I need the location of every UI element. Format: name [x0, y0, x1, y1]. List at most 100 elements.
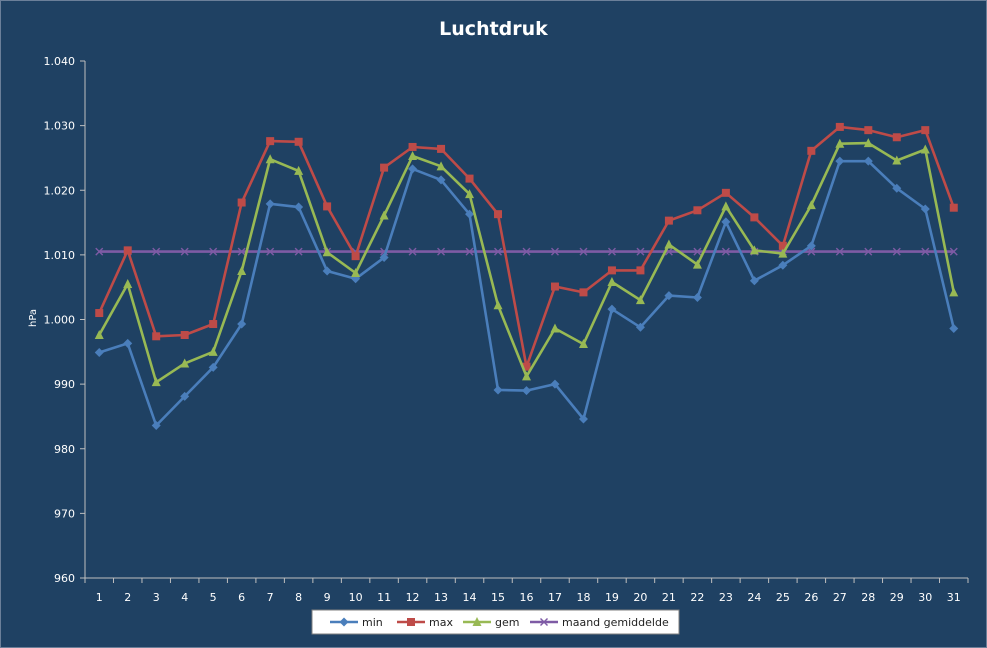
- x-marker-stroke: [266, 247, 275, 256]
- data-point-gem: [578, 339, 588, 349]
- data-point-maand-gemiddelde: [152, 247, 161, 256]
- data-point-gem: [408, 150, 418, 160]
- x-marker-stroke: [807, 247, 816, 256]
- legend-entry-min: min: [330, 616, 383, 629]
- x-marker-stroke: [579, 247, 588, 256]
- series-line-min: [98, 159, 956, 427]
- x-tick-label: 12: [406, 591, 420, 604]
- data-point-maand-gemiddelde: [892, 247, 901, 256]
- data-point-max: [892, 133, 901, 142]
- data-point-max: [123, 246, 132, 255]
- data-point-max: [494, 210, 503, 219]
- legend-box: [311, 609, 680, 635]
- x-marker-stroke: [209, 247, 218, 256]
- x-tick-label: 5: [210, 591, 217, 604]
- data-point-min: [237, 319, 247, 329]
- data-point-gem: [493, 300, 503, 310]
- data-point-gem: [180, 358, 190, 368]
- x-tick-label: 4: [181, 591, 188, 604]
- x-marker-stroke: [636, 247, 645, 256]
- x-tick-label: 2: [124, 591, 131, 604]
- data-point-max: [778, 241, 787, 250]
- data-point-gem: [265, 154, 275, 164]
- legend-entry-gem: gem: [463, 616, 519, 629]
- data-point-min: [920, 204, 930, 214]
- data-point-maand-gemiddelde: [835, 247, 844, 256]
- legend-label: max: [429, 616, 453, 629]
- legend-label: min: [362, 616, 383, 629]
- data-point-max: [607, 266, 616, 275]
- data-point-min: [550, 379, 560, 389]
- legend-marker: [472, 617, 482, 626]
- x-tick-label: 29: [890, 591, 904, 604]
- series-max: [95, 122, 958, 371]
- data-point-gem: [863, 138, 873, 148]
- data-point-gem: [607, 277, 617, 287]
- data-point-maand-gemiddelde: [921, 247, 930, 256]
- chart-title: Luchtdruk: [439, 18, 548, 40]
- data-point-max: [209, 320, 218, 329]
- data-point-max: [95, 309, 104, 318]
- data-point-min: [863, 156, 873, 166]
- x-tick-label: 7: [267, 591, 274, 604]
- data-point-min: [749, 276, 759, 286]
- x-tick-label: 18: [576, 591, 590, 604]
- x-marker-stroke: [921, 247, 930, 256]
- data-point-min: [664, 291, 674, 301]
- series-maand-gemiddelde: [95, 247, 958, 256]
- data-point-gem: [208, 346, 218, 356]
- data-point-max: [807, 146, 816, 155]
- data-point-max: [579, 288, 588, 297]
- data-point-min: [265, 199, 275, 209]
- x-tick-labels: 1 2 3 4 5 6 7 8 9 10 11 12 13 14 15 16 17 18 19 20 21 22 23 24 2…: [96, 591, 961, 604]
- y-tick-label: 960: [54, 572, 75, 585]
- data-point-maand-gemiddelde: [237, 247, 246, 256]
- data-point-min: [949, 324, 959, 334]
- data-point-gem: [465, 189, 475, 199]
- x-marker-stroke: [237, 247, 246, 256]
- data-point-gem: [322, 247, 332, 257]
- axes: [80, 60, 969, 583]
- x-marker-stroke: [864, 247, 873, 256]
- x-marker-stroke: [152, 247, 161, 256]
- x-tick-label: 31: [947, 591, 961, 604]
- x-tick-label: 17: [548, 591, 562, 604]
- data-point-min: [208, 362, 218, 372]
- data-point-min: [123, 338, 133, 348]
- data-point-min: [493, 385, 503, 395]
- y-tick-label: 1.010: [44, 249, 76, 262]
- data-point-maand-gemiddelde: [437, 247, 446, 256]
- x-marker-stroke: [408, 247, 417, 256]
- x-marker-stroke: [540, 618, 548, 626]
- x-marker-stroke: [693, 247, 702, 256]
- data-point-maand-gemiddelde: [579, 247, 588, 256]
- y-tick-label: 990: [54, 378, 75, 391]
- data-point-gem: [949, 287, 959, 297]
- x-tick-label: 25: [776, 591, 790, 604]
- x-tick-label: 6: [238, 591, 245, 604]
- x-tick-label: 13: [434, 591, 448, 604]
- data-point-maand-gemiddelde: [693, 247, 702, 256]
- legend-label: maand gemiddelde: [562, 616, 669, 629]
- x-tick-label: 1: [96, 591, 103, 604]
- data-point-gem: [664, 239, 674, 249]
- y-tick-label: 1.040: [44, 55, 76, 68]
- x-marker-stroke: [522, 247, 531, 256]
- y-tick-label: 1.020: [44, 184, 76, 197]
- data-point-max: [693, 206, 702, 215]
- data-point-min: [379, 252, 389, 262]
- legend-marker: [339, 617, 349, 627]
- data-point-maand-gemiddelde: [494, 247, 503, 256]
- x-tick-label: 11: [377, 591, 391, 604]
- data-point-max: [835, 122, 844, 131]
- data-point-min: [408, 164, 418, 174]
- data-point-max: [266, 137, 275, 146]
- legend-marker: [540, 618, 548, 626]
- x-marker-stroke: [294, 247, 303, 256]
- x-tick-label: 16: [520, 591, 534, 604]
- data-point-min: [835, 156, 845, 166]
- data-point-max: [237, 198, 246, 207]
- x-tick-label: 26: [804, 591, 818, 604]
- x-marker-stroke: [180, 247, 189, 256]
